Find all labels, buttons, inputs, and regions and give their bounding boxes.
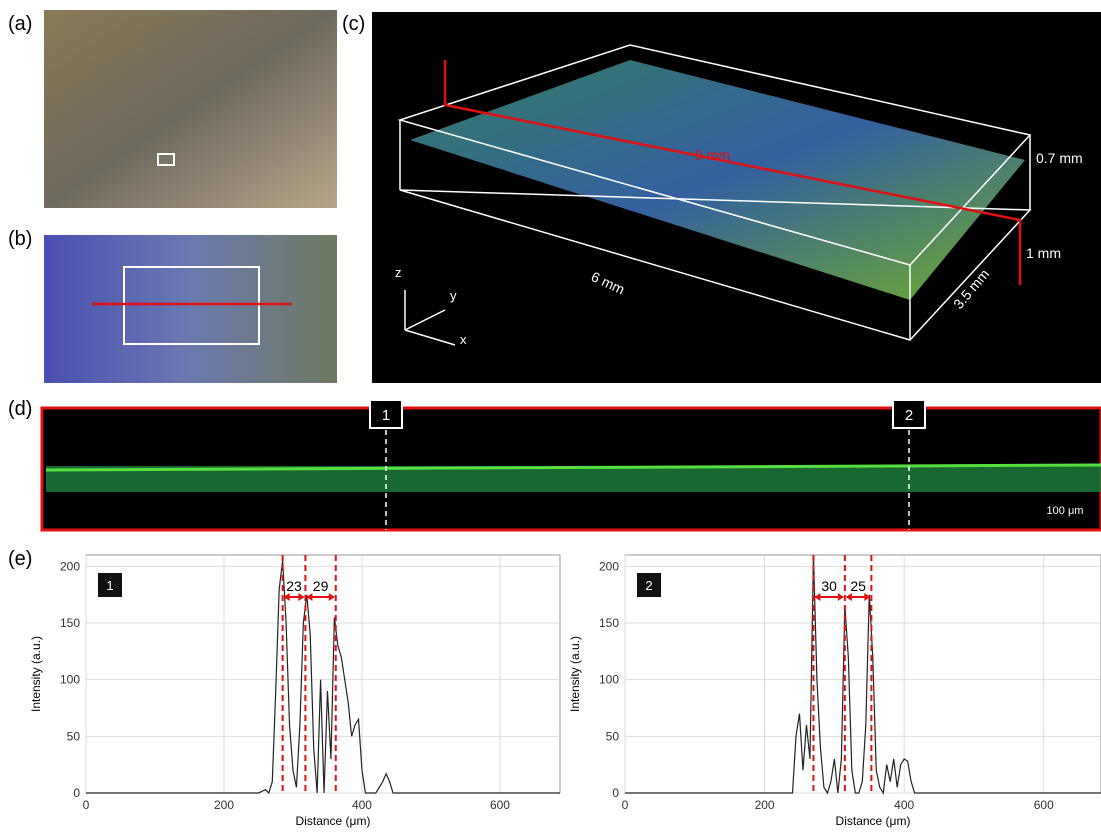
interval-label: 25 — [850, 578, 866, 594]
y-tick-label: 0 — [73, 786, 80, 800]
y-tick-label: 200 — [60, 559, 80, 573]
y-tick-label: 50 — [606, 729, 620, 743]
x-tick-label: 600 — [490, 798, 510, 812]
x-tick-label: 0 — [83, 798, 90, 812]
y-tick-label: 150 — [599, 616, 619, 630]
panel-badge-label: 1 — [106, 578, 113, 593]
x-tick-label: 600 — [1034, 798, 1054, 812]
marker-label: 2 — [905, 407, 913, 424]
axis-label: z — [395, 265, 402, 280]
axis-label: y — [450, 288, 457, 303]
scale-label: 100 μm — [1047, 505, 1084, 517]
panel-label: (c) — [342, 13, 365, 35]
y-tick-label: 100 — [599, 673, 619, 687]
x-tick-label: 0 — [622, 798, 629, 812]
interval-label: 30 — [821, 578, 837, 594]
axis-label: x — [460, 332, 467, 347]
panel-badge-label: 2 — [645, 578, 652, 593]
x-tick-label: 400 — [352, 798, 372, 812]
dimension-label: 0.7 mm — [1036, 150, 1083, 166]
dimension-label: 9 mm — [695, 147, 730, 163]
y-tick-label: 100 — [60, 673, 80, 687]
panel-label: (b) — [8, 228, 32, 250]
y-tick-label: 0 — [612, 786, 619, 800]
y-tick-label: 200 — [599, 559, 619, 573]
x-tick-label: 200 — [214, 798, 234, 812]
x-tick-label: 400 — [894, 798, 914, 812]
photo-a — [44, 10, 337, 208]
photo-b — [44, 235, 337, 383]
x-tick-label: 200 — [755, 798, 775, 812]
marker-label: 1 — [382, 407, 390, 424]
x-axis-label: Distance (μm) — [836, 814, 911, 828]
y-tick-label: 150 — [60, 616, 80, 630]
panel-label: (e) — [8, 548, 32, 570]
interval-label: 23 — [286, 578, 302, 594]
interval-label: 29 — [313, 578, 329, 594]
figure: (a) (b) (c) (d) (e) 9 mm 0.7 mm 1 mm 6 m… — [0, 0, 1101, 835]
dimension-label: 1 mm — [1026, 245, 1061, 261]
panel-label: (a) — [8, 13, 32, 35]
panel-label: (d) — [8, 398, 32, 420]
y-axis-label: Intensity (a.u.) — [568, 636, 582, 712]
x-axis-label: Distance (μm) — [296, 814, 371, 828]
y-tick-label: 50 — [67, 729, 81, 743]
y-axis-label: Intensity (a.u.) — [29, 636, 43, 712]
